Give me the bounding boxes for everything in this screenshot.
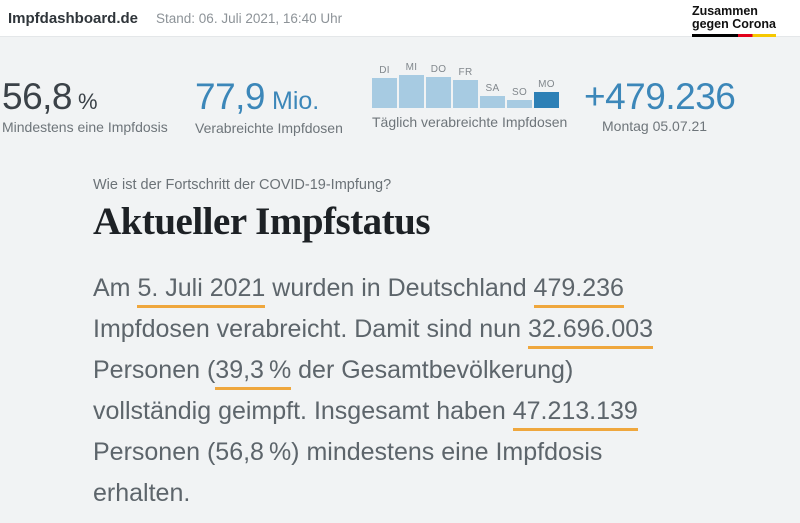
daily-doses-chart-caption: Täglich verabreichte Impfdosen <box>372 114 568 130</box>
highlighted-value: 39,3 % <box>215 356 292 390</box>
paragraph-text: Impfdosen verabreicht. Damit sind nun <box>93 315 528 343</box>
brand-link[interactable]: Impfdashboard.de <box>8 9 139 27</box>
paragraph-text: Personen ( <box>93 356 216 384</box>
bar-day-label: MO <box>538 79 555 90</box>
paragraph-line: Personen (39,3 % der Gesamtbevölkerung) <box>93 350 653 391</box>
stat-total-doses-value: 77,9 <box>195 76 266 117</box>
bar-column-sa[interactable]: SA <box>480 83 505 108</box>
bar[interactable] <box>480 96 505 108</box>
bar-column-mo[interactable]: MO <box>534 79 559 108</box>
stat-total-doses-label: Verabreichte Impfdosen <box>195 120 343 136</box>
german-flag-bar <box>691 34 776 37</box>
bar-column-mi[interactable]: MI <box>399 62 424 108</box>
page-title: Aktueller Impfstatus <box>93 200 431 243</box>
bar[interactable] <box>453 80 478 108</box>
impfstatus-paragraph: Am 5. Juli 2021 wurden in Deutschland 47… <box>93 268 654 514</box>
bar-column-fr[interactable]: FR <box>453 67 478 108</box>
paragraph-line: Personen (56,8 %) mindestens eine Impfdo… <box>93 432 653 473</box>
bar[interactable] <box>534 92 559 108</box>
bar[interactable] <box>426 77 451 108</box>
stat-first-dose-value: 56,8 <box>2 76 73 117</box>
highlighted-value: 32.696.003 <box>527 315 654 349</box>
stat-first-dose: 56,8 % Mindestens eine Impfdosis <box>2 76 168 135</box>
paragraph-line: Am 5. Juli 2021 wurden in Deutschland 47… <box>93 268 653 309</box>
bar-day-label: SA <box>485 83 500 94</box>
section-kicker: Wie ist der Fortschritt der COVID-19-Imp… <box>93 177 392 193</box>
stat-latest-day-label: Montag 05.07.21 <box>602 118 708 134</box>
stat-total-doses-unit: Mio. <box>272 87 320 115</box>
bar-day-label: DI <box>379 65 390 76</box>
main-content: Wie ist der Fortschritt der COVID-19-Imp… <box>93 176 753 244</box>
paragraph-text: wurden in Deutschland <box>265 274 534 302</box>
logo-text-line1: Zusammen <box>691 4 758 18</box>
bar-column-do[interactable]: DO <box>426 64 451 108</box>
stat-latest-day-value: +479.236 <box>584 76 736 117</box>
paragraph-text: Personen (56,8 %) mindestens eine Impfdo… <box>93 438 603 466</box>
highlighted-value: 479.236 <box>533 274 624 308</box>
bar-column-di[interactable]: DI <box>372 65 397 108</box>
bar-day-label: SO <box>511 87 528 98</box>
bar[interactable] <box>399 75 424 108</box>
top-header-bar: Impfdashboard.de Stand: 06. Juli 2021, 1… <box>0 0 800 37</box>
paragraph-line: Impfdosen verabreicht. Damit sind nun 32… <box>93 309 654 350</box>
highlighted-value: 47.213.139 <box>512 397 638 431</box>
bar-column-so[interactable]: SO <box>507 87 532 108</box>
bar-day-label: FR <box>458 67 473 78</box>
paragraph-text: vollständig geimpft. Insgesamt haben <box>93 397 513 425</box>
stat-latest-day: +479.236 Montag 05.07.21 <box>584 76 736 134</box>
last-updated-text: Stand: 06. Juli 2021, 16:40 Uhr <box>156 10 343 26</box>
stat-total-doses: 77,9 Mio. Verabreichte Impfdosen <box>195 76 343 136</box>
bar-day-label: MI <box>405 62 418 73</box>
daily-doses-chart: DI MI DO FR SA SO MO Täglich verabreichte Impf… <box>372 61 568 130</box>
zusammen-gegen-corona-logo[interactable]: Zusammen gegen Corona <box>691 4 776 37</box>
paragraph-text: erhalten. <box>93 479 191 507</box>
highlighted-value: 5. Juli 2021 <box>137 274 266 308</box>
stat-first-dose-unit: % <box>78 89 98 114</box>
bar-day-label: DO <box>430 64 447 75</box>
paragraph-text: Am <box>93 274 138 302</box>
paragraph-line: vollständig geimpft. Insgesamt haben 47.… <box>93 391 653 432</box>
bar[interactable] <box>372 78 397 108</box>
stat-first-dose-label: Mindestens eine Impfdosis <box>2 119 168 135</box>
daily-doses-chart-bars: DI MI DO FR SA SO MO <box>372 61 562 108</box>
paragraph-line: erhalten. <box>93 473 653 514</box>
paragraph-text: der Gesamtbevölkerung) <box>291 356 574 384</box>
logo-text-line2: gegen Corona <box>691 17 776 31</box>
bar[interactable] <box>507 100 532 108</box>
